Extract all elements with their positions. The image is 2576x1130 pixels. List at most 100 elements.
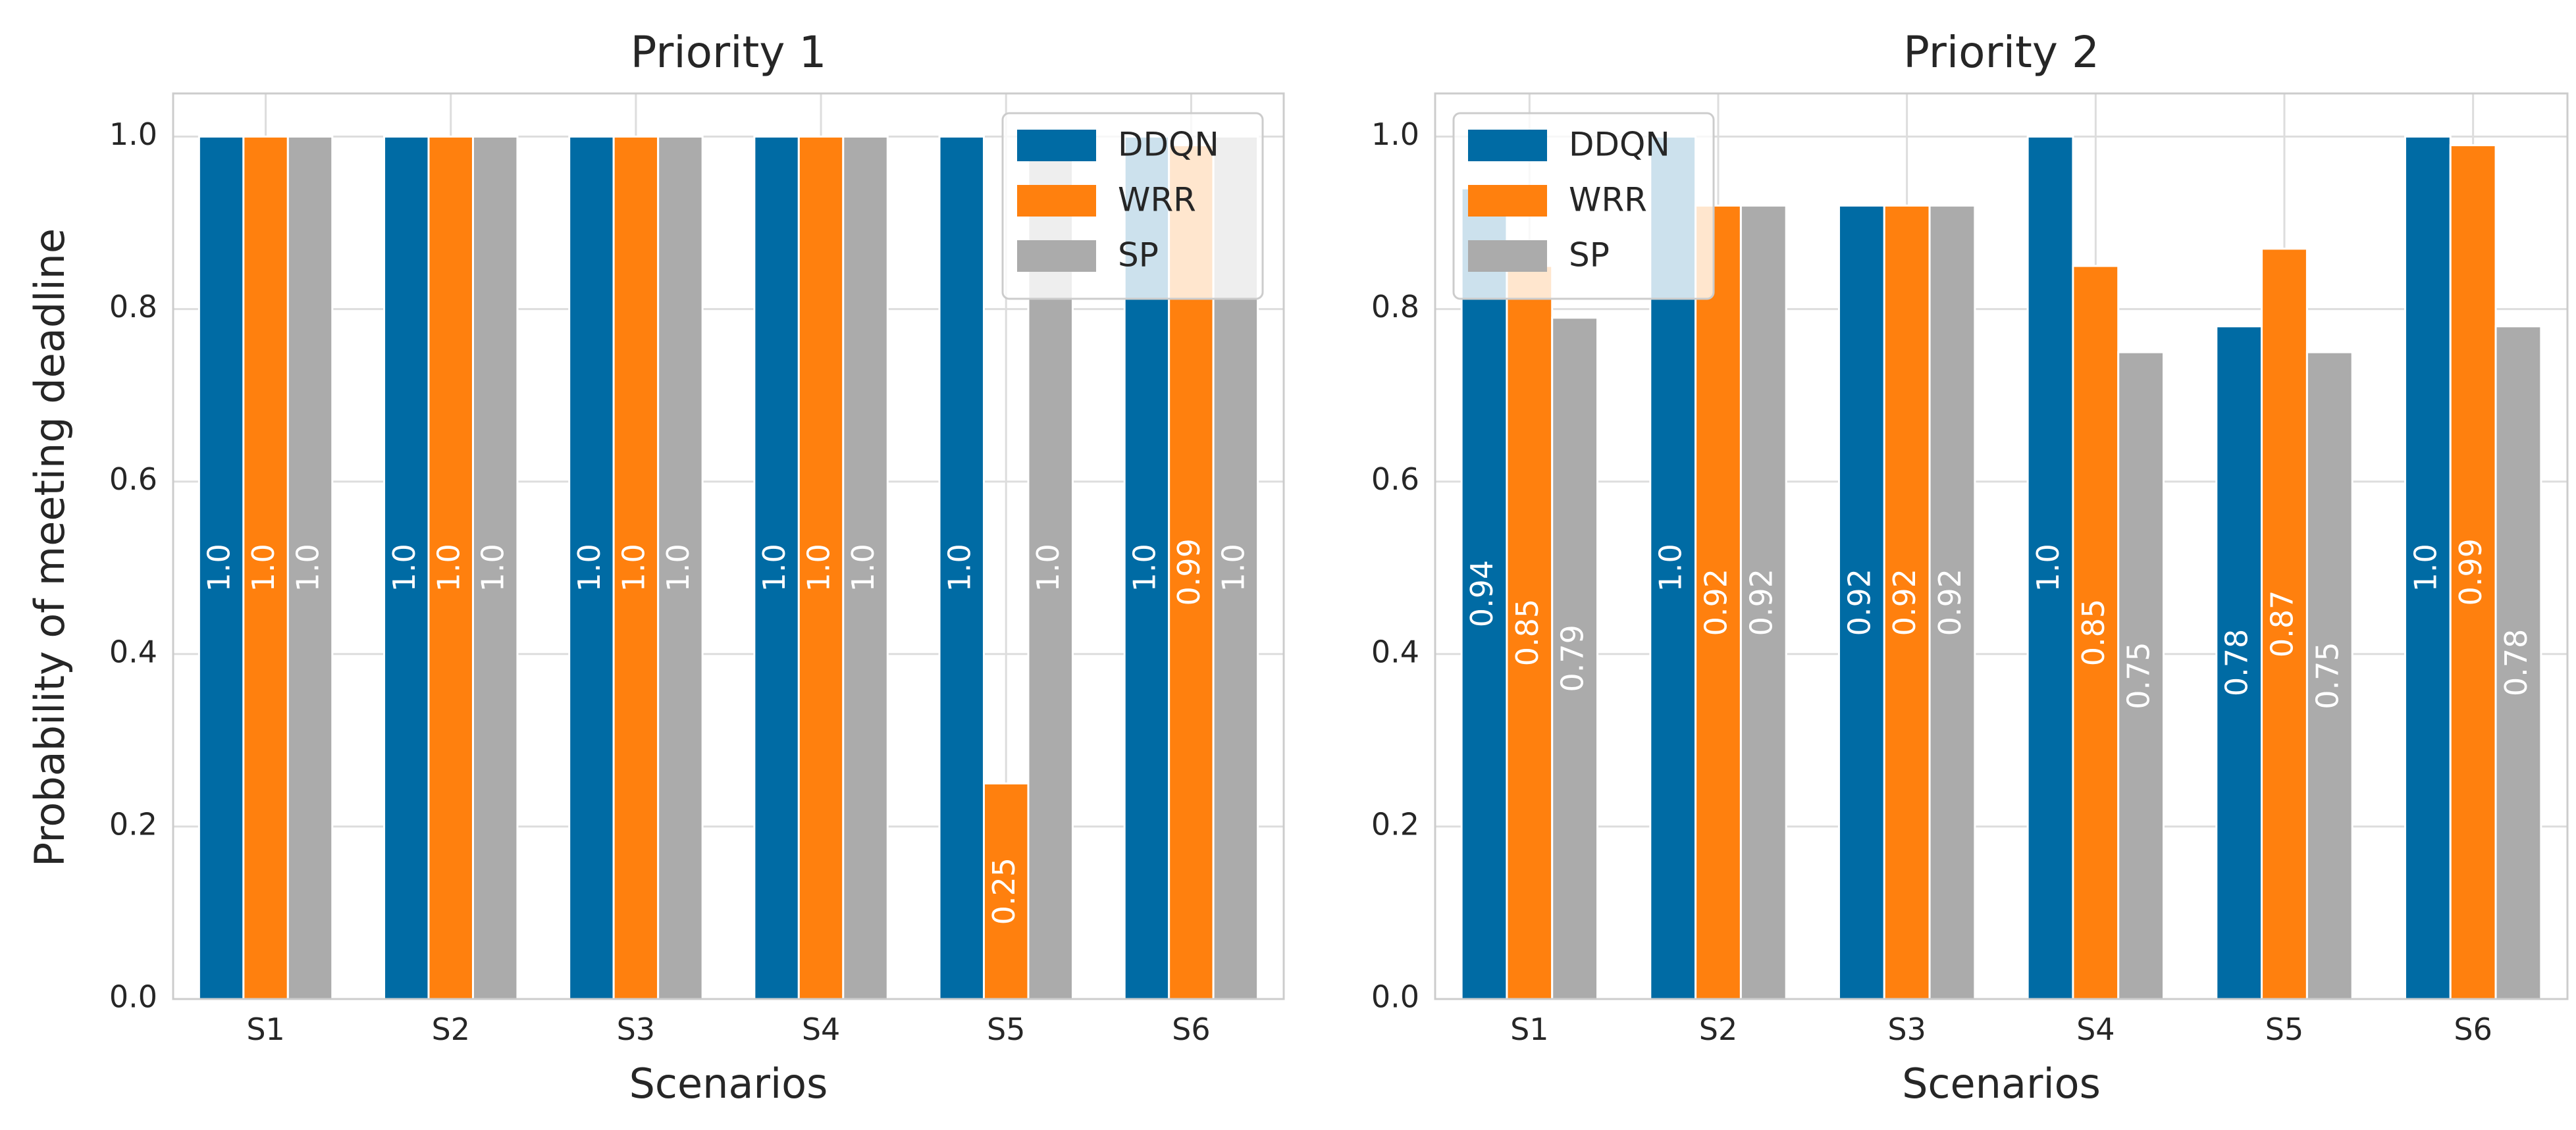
bar-wrr-s5 [983,782,1030,1000]
bar-value-label: 0.92 [1743,569,1779,636]
y-tick-label: 0.4 [1371,634,1419,669]
y-tick-label: 0.0 [109,979,157,1015]
x-tick-label: S2 [1699,1012,1737,1047]
x-tick-label: S1 [1510,1012,1548,1047]
legend-label-ddqn: DDQN [1569,126,1670,164]
y-tick-label: 1.0 [1371,116,1419,152]
legend-swatch-sp [1017,240,1096,272]
y-tick-label: 1.0 [109,116,157,152]
y-tick-label: 0.8 [109,289,157,324]
bar-value-label: 0.78 [2219,629,2255,696]
legend-swatch-wrr [1017,185,1096,217]
bar-value-label: 0.79 [1555,625,1590,692]
bar-value-label: 0.92 [1841,569,1877,636]
y-tick-label: 0.2 [1371,806,1419,842]
legend-label-sp: SP [1118,236,1159,274]
bar-value-label: 0.75 [2309,642,2345,709]
x-tick-label: S2 [432,1012,470,1047]
chart-1: 1.0 1.0 1.0 1.0 1.0 1.01.0 1.0 1.0 1.00.250.991.… [109,27,1285,1108]
bar-value-label: 1.0 [386,544,422,592]
bar-ddqn-s1 [1460,187,1508,1000]
bar-value-label: 1.0 [801,544,837,592]
chart-2: 0.94 1.00.921.00.781.00.85 0.92 0.92 0.85 0.8… [1371,27,2569,1108]
y-tick-label: 0.6 [1371,461,1419,497]
legend-swatch-sp [1468,240,1547,272]
shared-y-axis-label: Probability of meeting deadline [26,228,74,867]
x-tick-label: S6 [2454,1012,2492,1047]
legend-swatch-ddqn [1468,130,1547,161]
bar-value-label: 1.0 [431,544,466,592]
bar-value-label: 1.0 [1126,544,1162,592]
bar-value-label: 1.0 [2030,544,2066,592]
bar-value-label: 0.75 [2121,642,2157,709]
bar-value-label: 1.0 [660,544,696,592]
x-tick-label: S4 [802,1012,840,1047]
bar-ddqn-s3 [1837,204,1885,1000]
bar-value-label: 1.0 [845,544,881,592]
bar-value-label: 1.0 [571,544,607,592]
bar-value-label: 1.0 [1215,544,1251,592]
bar-value-label: 0.25 [986,858,1022,925]
bar-wrr-s6 [2449,144,2497,1000]
bar-value-label: 0.85 [1510,599,1545,666]
chart-title: Priority 1 [631,27,827,78]
bar-value-label: 0.92 [1698,569,1734,636]
legend-label-sp: SP [1569,236,1610,274]
bar-sp-s3 [657,136,704,1000]
bar-ddqn-s1 [197,136,245,1000]
x-tick-label: S5 [987,1012,1025,1047]
y-tick-label: 0.0 [1371,979,1419,1015]
legend-label-wrr: WRR [1569,181,1647,219]
bar-value-label: 0.99 [2453,538,2488,605]
y-tick-label: 0.2 [109,806,157,842]
y-tick-label: 0.6 [109,461,157,497]
bar-value-label: 1.0 [246,544,281,592]
legend-swatch-ddqn [1017,130,1096,161]
bar-ddqn-s6 [2404,136,2452,1000]
bar-sp-s2 [471,136,519,1000]
bar-wrr-s4 [2072,265,2120,1000]
x-tick-label: S3 [617,1012,655,1047]
chart-title: Priority 2 [1903,27,2099,78]
x-tick-label: S6 [1172,1012,1210,1047]
bar-value-label: 1.0 [616,544,651,592]
bar-sp-s3 [1928,204,1976,1000]
plot-frame [1434,92,2569,1000]
x-axis-label: Scenarios [1902,1060,2101,1108]
x-axis-label: Scenarios [629,1060,828,1108]
bar-value-label: 1.0 [756,544,792,592]
bar-wrr-s3 [612,136,660,1000]
bar-value-label: 1.0 [290,544,326,592]
bar-value-label: 1.0 [475,544,511,592]
bar-value-label: 0.85 [2076,599,2111,666]
x-tick-label: S1 [246,1012,284,1047]
bar-value-label: 1.0 [2407,544,2443,592]
legend: DDQN WRR SP [1452,112,1715,300]
x-tick-label: S3 [1887,1012,1926,1047]
bar-value-label: 0.94 [1464,560,1500,627]
y-tick-label: 0.4 [109,634,157,669]
legend-swatch-wrr [1468,185,1547,217]
legend-label-ddqn: DDQN [1118,126,1219,164]
x-tick-label: S4 [2076,1012,2115,1047]
bar-value-label: 1.0 [1653,544,1689,592]
bar-value-label: 1.0 [941,544,977,592]
legend: DDQN WRR SP [1001,112,1264,300]
bar-ddqn-s4 [753,136,800,1000]
legend-label-wrr: WRR [1118,181,1196,219]
bar-value-label: 0.99 [1171,538,1207,605]
bar-value-label: 0.87 [2265,590,2300,657]
bar-wrr-s3 [1883,204,1931,1000]
bar-sp-s4 [2117,351,2165,1000]
bar-value-label: 1.0 [201,544,237,592]
y-tick-label: 0.8 [1371,289,1419,324]
plot-frame [172,92,1285,1000]
bar-value-label: 0.92 [1887,569,1922,636]
bar-ddqn-s3 [568,136,615,1000]
bar-value-label: 1.0 [1030,544,1066,592]
bar-wrr-s2 [427,136,474,1000]
bar-value-label: 0.78 [2498,629,2534,696]
bar-value-label: 0.92 [1932,569,1968,636]
